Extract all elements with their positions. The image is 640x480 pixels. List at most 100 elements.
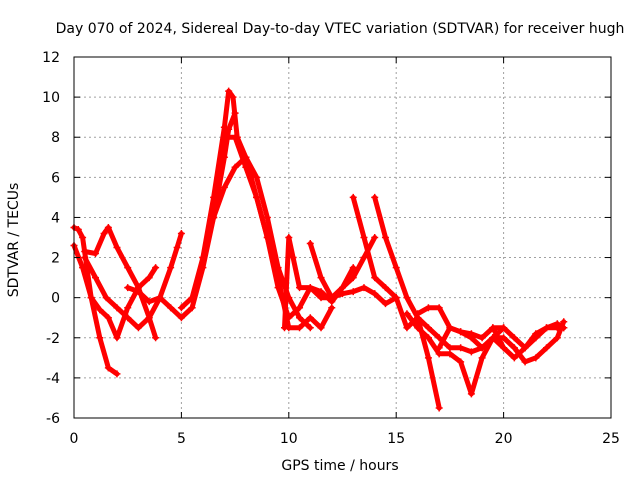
x-tick-label: 5	[177, 431, 186, 447]
data-point-marker	[113, 370, 121, 378]
data-point-marker	[381, 284, 389, 292]
data-point-marker	[220, 123, 228, 131]
data-point-marker	[424, 304, 432, 312]
data-point-marker	[381, 234, 389, 241]
data-point-marker	[74, 225, 82, 233]
y-tick-label: 8	[51, 130, 60, 146]
data-point-marker	[100, 229, 108, 237]
data-point-marker	[543, 324, 551, 332]
data-point-marker	[188, 304, 196, 312]
data-point-marker	[263, 213, 271, 221]
data-point-marker	[96, 334, 104, 342]
data-point-marker	[229, 93, 237, 101]
data-point-marker	[306, 240, 314, 248]
data-point-marker	[96, 306, 104, 314]
data-point-marker	[242, 163, 250, 171]
data-point-marker	[424, 334, 432, 342]
data-point-marker	[478, 354, 486, 362]
data-point-marker	[104, 364, 112, 372]
y-tick-label: -4	[46, 371, 60, 387]
data-point-marker	[489, 324, 497, 332]
y-axis-label: SDTVAR / TECUs	[6, 183, 22, 298]
data-point-marker	[306, 314, 314, 322]
series-group	[70, 87, 568, 412]
data-point-marker	[457, 344, 465, 352]
grid	[74, 57, 611, 418]
data-point-marker	[145, 314, 153, 322]
data-point-marker	[199, 254, 207, 262]
data-point-marker	[435, 404, 443, 412]
data-point-marker	[424, 354, 432, 362]
data-point-marker	[467, 334, 475, 342]
data-point-marker	[81, 248, 89, 256]
data-point-marker	[81, 254, 89, 262]
data-point-marker	[79, 264, 87, 272]
data-point-marker	[220, 133, 228, 141]
data-point-marker	[360, 234, 368, 241]
data-point-marker	[173, 244, 181, 252]
data-point-marker	[414, 310, 422, 318]
data-point-marker	[281, 324, 289, 332]
data-point-marker	[403, 310, 411, 318]
data-point-marker	[296, 314, 304, 322]
data-point-marker	[510, 334, 518, 342]
data-point-marker	[553, 320, 561, 328]
y-tick-label: 10	[42, 90, 60, 106]
data-point-marker	[134, 288, 142, 296]
data-point-marker	[500, 324, 508, 332]
data-point-marker	[79, 234, 87, 241]
y-tick-label: 6	[51, 170, 60, 186]
data-point-marker	[543, 344, 551, 352]
data-point-marker	[306, 284, 314, 292]
data-point-marker	[467, 390, 475, 398]
y-tick-label: 4	[51, 210, 60, 226]
y-tick-label: -2	[46, 331, 60, 347]
x-tick-label: 10	[280, 431, 298, 447]
data-point-marker	[371, 290, 379, 298]
data-point-marker	[102, 294, 110, 302]
data-point-marker	[113, 244, 121, 252]
chart-title: Day 070 of 2024, Sidereal Day-to-day VTE…	[56, 21, 625, 37]
y-tick-label: 2	[51, 251, 60, 267]
data-point-marker	[177, 229, 185, 237]
data-point-marker	[289, 254, 297, 262]
data-point-marker	[225, 87, 233, 95]
data-point-marker	[285, 234, 293, 241]
series-line-sat-l	[372, 194, 507, 355]
data-point-marker	[500, 334, 508, 342]
data-point-marker	[532, 354, 540, 362]
data-point-marker	[145, 274, 153, 282]
plot-frame	[73, 56, 612, 419]
data-point-marker	[467, 348, 475, 356]
data-point-marker	[156, 294, 164, 302]
data-point-marker	[381, 300, 389, 308]
data-point-marker	[560, 324, 568, 332]
data-point-marker	[253, 193, 261, 201]
y-tick-label: -6	[46, 411, 60, 427]
data-point-marker	[435, 344, 443, 352]
data-point-marker	[371, 234, 379, 241]
data-point-marker	[489, 334, 497, 342]
data-point-marker	[446, 350, 454, 358]
x-tick-label: 15	[387, 431, 405, 447]
data-point-marker	[87, 294, 95, 302]
data-point-marker	[446, 324, 454, 332]
series-line-sat-e	[125, 110, 238, 321]
x-tick-labels: 0 5 10 15 20 25	[70, 431, 620, 447]
data-point-marker	[328, 294, 336, 302]
data-point-marker	[521, 358, 529, 366]
x-tick-label: 0	[70, 431, 79, 447]
data-point-marker	[328, 304, 336, 312]
x-axis-label: GPS time / hours	[281, 458, 398, 474]
axis-ticks	[73, 56, 612, 419]
data-point-marker	[113, 334, 121, 342]
data-point-marker	[392, 294, 400, 302]
data-point-marker	[124, 314, 132, 322]
data-point-marker	[403, 294, 411, 302]
data-point-marker	[349, 264, 357, 272]
data-point-marker	[371, 193, 379, 201]
data-point-marker	[532, 330, 540, 338]
data-point-marker	[317, 288, 325, 296]
y-tick-label: 12	[42, 50, 60, 66]
y-tick-label: 0	[51, 291, 60, 307]
